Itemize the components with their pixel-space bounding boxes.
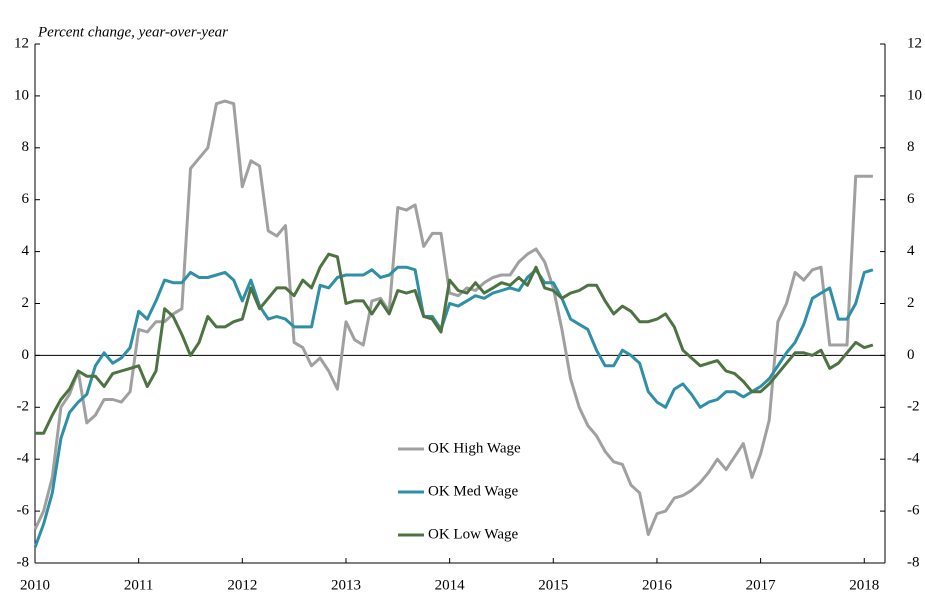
series-line [33, 265, 874, 548]
y-tick-label: 2 [22, 295, 30, 311]
chart-subtitle: Percent change, year-over-year [37, 24, 228, 40]
y-tick-label: -8 [17, 554, 30, 570]
x-tick-label: 2016 [642, 577, 673, 593]
y-tick-label: 6 [22, 191, 30, 207]
y-tick-label: -2 [17, 399, 30, 415]
y2-tick-label: -8 [907, 554, 920, 570]
y-tick-label: -6 [17, 503, 30, 519]
legend-label: OK Med Wage [428, 483, 519, 499]
x-tick-label: 2011 [124, 577, 153, 593]
y2-tick-label: 8 [907, 139, 915, 155]
y-tick-label: 0 [22, 347, 30, 363]
y2-tick-label: 0 [907, 347, 915, 363]
series-line [35, 252, 874, 435]
x-tick-label: 2010 [20, 577, 50, 593]
y2-tick-label: -6 [907, 503, 920, 519]
y2-tick-label: 10 [907, 87, 922, 103]
y-tick-label: 12 [14, 35, 29, 51]
y2-tick-label: 4 [907, 243, 915, 259]
y2-tick-label: 6 [907, 191, 915, 207]
series-line [33, 99, 873, 536]
y2-tick-label: 2 [907, 295, 915, 311]
y2-tick-label: -4 [907, 451, 920, 467]
legend-label: OK High Wage [428, 440, 521, 456]
y-tick-label: 4 [22, 243, 30, 259]
y2-tick-label: -2 [907, 399, 920, 415]
x-tick-label: 2015 [538, 577, 568, 593]
y-tick-label: 10 [14, 87, 29, 103]
x-tick-label: 2014 [435, 577, 466, 593]
legend-label: OK Low Wage [428, 526, 519, 542]
x-tick-label: 2012 [227, 577, 257, 593]
y-tick-label: 8 [22, 139, 30, 155]
x-tick-label: 2018 [849, 577, 879, 593]
x-tick-label: 2013 [331, 577, 361, 593]
x-tick-label: 2017 [746, 577, 777, 593]
y2-tick-label: 12 [907, 35, 922, 51]
y-tick-label: -4 [17, 451, 30, 467]
